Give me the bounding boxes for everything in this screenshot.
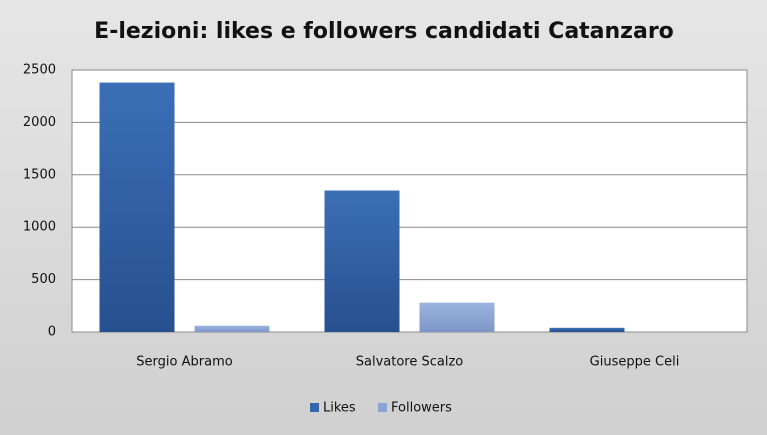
x-tick-label: Salvatore Scalzo (356, 355, 464, 370)
x-tick-label: Giuseppe Celi (590, 355, 680, 370)
x-tick-label: Sergio Abramo (136, 355, 232, 370)
legend: Likes Followers (310, 401, 452, 416)
bar (99, 82, 175, 333)
chart-title: E-lezioni: likes e followers candidati C… (94, 19, 674, 44)
y-tick-label: 0 (48, 325, 56, 340)
plot-area (71, 69, 748, 333)
y-tick-label: 2500 (23, 63, 56, 78)
bar (549, 327, 625, 332)
legend-swatch (378, 403, 387, 412)
bar (419, 302, 495, 332)
legend-label: Followers (391, 401, 452, 416)
bar (324, 190, 400, 332)
y-tick-label: 2000 (23, 115, 56, 130)
bar (194, 325, 270, 332)
y-tick-label: 1500 (23, 167, 56, 182)
y-tick-label: 500 (31, 272, 56, 287)
legend-swatch (310, 403, 319, 412)
y-tick-label: 1000 (23, 220, 56, 235)
legend-label: Likes (323, 401, 356, 416)
